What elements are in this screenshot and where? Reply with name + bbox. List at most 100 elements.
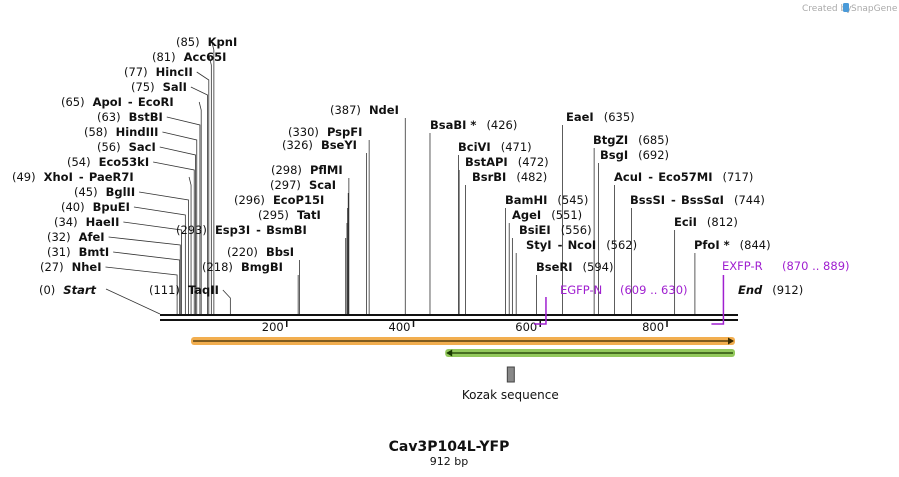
site-bseri[interactable]: BseRI (594) (536, 260, 613, 274)
leader-line (222, 289, 231, 314)
site-xhoi[interactable]: (49) XhoI - PaeR7I (12, 170, 134, 184)
site-bmti[interactable]: (31) BmtI (47, 245, 109, 259)
site-sali[interactable]: (75) SalI (131, 80, 187, 94)
leader-line (166, 116, 201, 314)
site-name: NdeI (369, 103, 399, 117)
site-pflmi[interactable]: (298) PflMI (271, 163, 343, 177)
site-name: BglII (106, 185, 136, 199)
leader-line (108, 236, 181, 314)
site-apoi[interactable]: (65) ApoI - EcoRI (61, 95, 174, 109)
ruler-ticks: 200 400 600 800 (262, 320, 668, 334)
site-name: KpnI (208, 35, 238, 49)
site-name: ApoI (93, 95, 122, 109)
site-bmgbi[interactable]: (218) BmgBI (202, 260, 283, 274)
site-haeii[interactable]: (34) HaeII (54, 215, 119, 229)
site-btgzi[interactable]: BtgZI (685) (593, 133, 669, 147)
site-bsgi[interactable]: BsgI (692) (600, 148, 669, 162)
site-position: (63) (97, 110, 121, 124)
site-position: (556) (561, 223, 592, 237)
site-afei[interactable]: (32) AfeI (47, 230, 105, 244)
site-acui[interactable]: AcuI - Eco57MI (717) (614, 170, 753, 184)
site-bstapi[interactable]: BstAPI (472) (465, 155, 549, 169)
site-name: EcoP15I (273, 193, 324, 207)
site-pspfi[interactable]: (330) PspFI (288, 125, 362, 139)
site-position: (77) (124, 65, 148, 79)
site-kpni[interactable]: (85) KpnI (176, 35, 237, 49)
site-position: (85) (176, 35, 200, 49)
primer-arrow (533, 297, 547, 325)
site-bbsi[interactable]: (220) BbsI (227, 245, 294, 259)
site-esp3i[interactable]: (293) Esp3I - BsmBI (176, 223, 307, 237)
site-bsssi[interactable]: BssSI - BssSαI (744) (630, 193, 765, 207)
map-title: Cav3P104L-YFP (389, 439, 510, 455)
site-nhei[interactable]: (27) NheI (40, 260, 102, 274)
site-saci[interactable]: (56) SacI (97, 140, 156, 154)
site-position: (34) (54, 215, 78, 229)
site-agei[interactable]: AgeI (551) (512, 208, 582, 222)
site-name: BciVI (458, 140, 491, 154)
primer-name: EXFP-R (722, 259, 763, 273)
site-bamhi[interactable]: BamHI (545) (505, 193, 588, 207)
site-position: (32) (47, 230, 71, 244)
leader-line (190, 86, 208, 314)
site-end[interactable]: End (912) (738, 283, 803, 297)
site-ecop15i[interactable]: (296) EcoP15I (234, 193, 324, 207)
site-start[interactable]: (0) Start (39, 283, 97, 297)
site-position: (472) (518, 155, 549, 169)
leader-line (188, 176, 192, 314)
site-ecii[interactable]: EciI (812) (674, 215, 738, 229)
site-name: HincII (156, 65, 193, 79)
site-name: BssSI (630, 193, 665, 207)
site-position: (293) (176, 223, 207, 237)
site-position: (330) (288, 125, 319, 139)
leader-line (133, 206, 186, 314)
site-position: (49) (12, 170, 36, 184)
orange-feature-arrowhead (728, 337, 734, 345)
primer-exfp-r[interactable]: EXFP-R (870 .. 889) (711, 259, 850, 325)
site-name: BseYI (321, 138, 357, 152)
site-name-alt: PaeR7I (89, 170, 134, 184)
site-hincii[interactable]: (77) HincII (124, 65, 193, 79)
site-position: (685) (638, 133, 669, 147)
site-name-alt: BsmBI (266, 223, 307, 237)
leader-line (123, 221, 182, 314)
site-separator: - (558, 238, 563, 252)
site-position: (744) (734, 193, 765, 207)
site-name: AcuI (614, 170, 642, 184)
site-name: TatI (297, 208, 321, 222)
site-leader-lines (105, 41, 696, 315)
site-position: (471) (501, 140, 532, 154)
primer-name: EGFP-N (560, 283, 602, 297)
site-bstbi[interactable]: (63) BstBI (97, 110, 163, 124)
site-name: Start (63, 283, 96, 297)
site-bcivi[interactable]: BciVI (471) (458, 140, 532, 154)
site-ndei[interactable]: (387) NdeI (330, 103, 399, 117)
site-name: BsrBI (472, 170, 506, 184)
site-position: (296) (234, 193, 265, 207)
site-separator: - (79, 170, 84, 184)
site-eco53ki[interactable]: (54) Eco53kI (67, 155, 149, 169)
site-name: HindIII (116, 125, 159, 139)
site-styi[interactable]: StyI - NcoI (562) (526, 238, 637, 252)
site-eaei[interactable]: EaeI (635) (566, 110, 635, 124)
kozak-feature[interactable] (506, 366, 515, 383)
site-acc65i[interactable]: (81) Acc65I (152, 50, 226, 64)
site-name: XhoI (44, 170, 73, 184)
site-bglii[interactable]: (45) BglII (74, 185, 135, 199)
site-bsabi[interactable]: BsaBI * (426) (430, 118, 517, 132)
primer-egfp-n[interactable]: EGFP-N (609 .. 630) (533, 283, 688, 325)
site-bpuei[interactable]: (40) BpuEI (61, 200, 130, 214)
site-taqii[interactable]: (111) TaqII (149, 283, 219, 297)
site-bsiei[interactable]: BsiEI (556) (519, 223, 592, 237)
site-hindiii[interactable]: (58) HindIII (84, 125, 158, 139)
site-scai[interactable]: (297) ScaI (270, 178, 336, 192)
site-name: Acc65I (184, 50, 227, 64)
site-position: (0) (39, 283, 55, 297)
site-tati[interactable]: (295) TatI (258, 208, 321, 222)
site-labels: (85) KpnI(81) Acc65I (77) HincII(75) SalI(65)… (12, 35, 803, 297)
site-bseyi[interactable]: (326) BseYI (282, 138, 357, 152)
site-pfoi[interactable]: PfoI * (844) (694, 238, 771, 252)
primer-annotations: EGFP-N (609 .. 630) EXFP-R (870 .. 889) (533, 259, 850, 325)
leader-line (105, 266, 178, 314)
site-bsrbi[interactable]: BsrBI (482) (472, 170, 547, 184)
